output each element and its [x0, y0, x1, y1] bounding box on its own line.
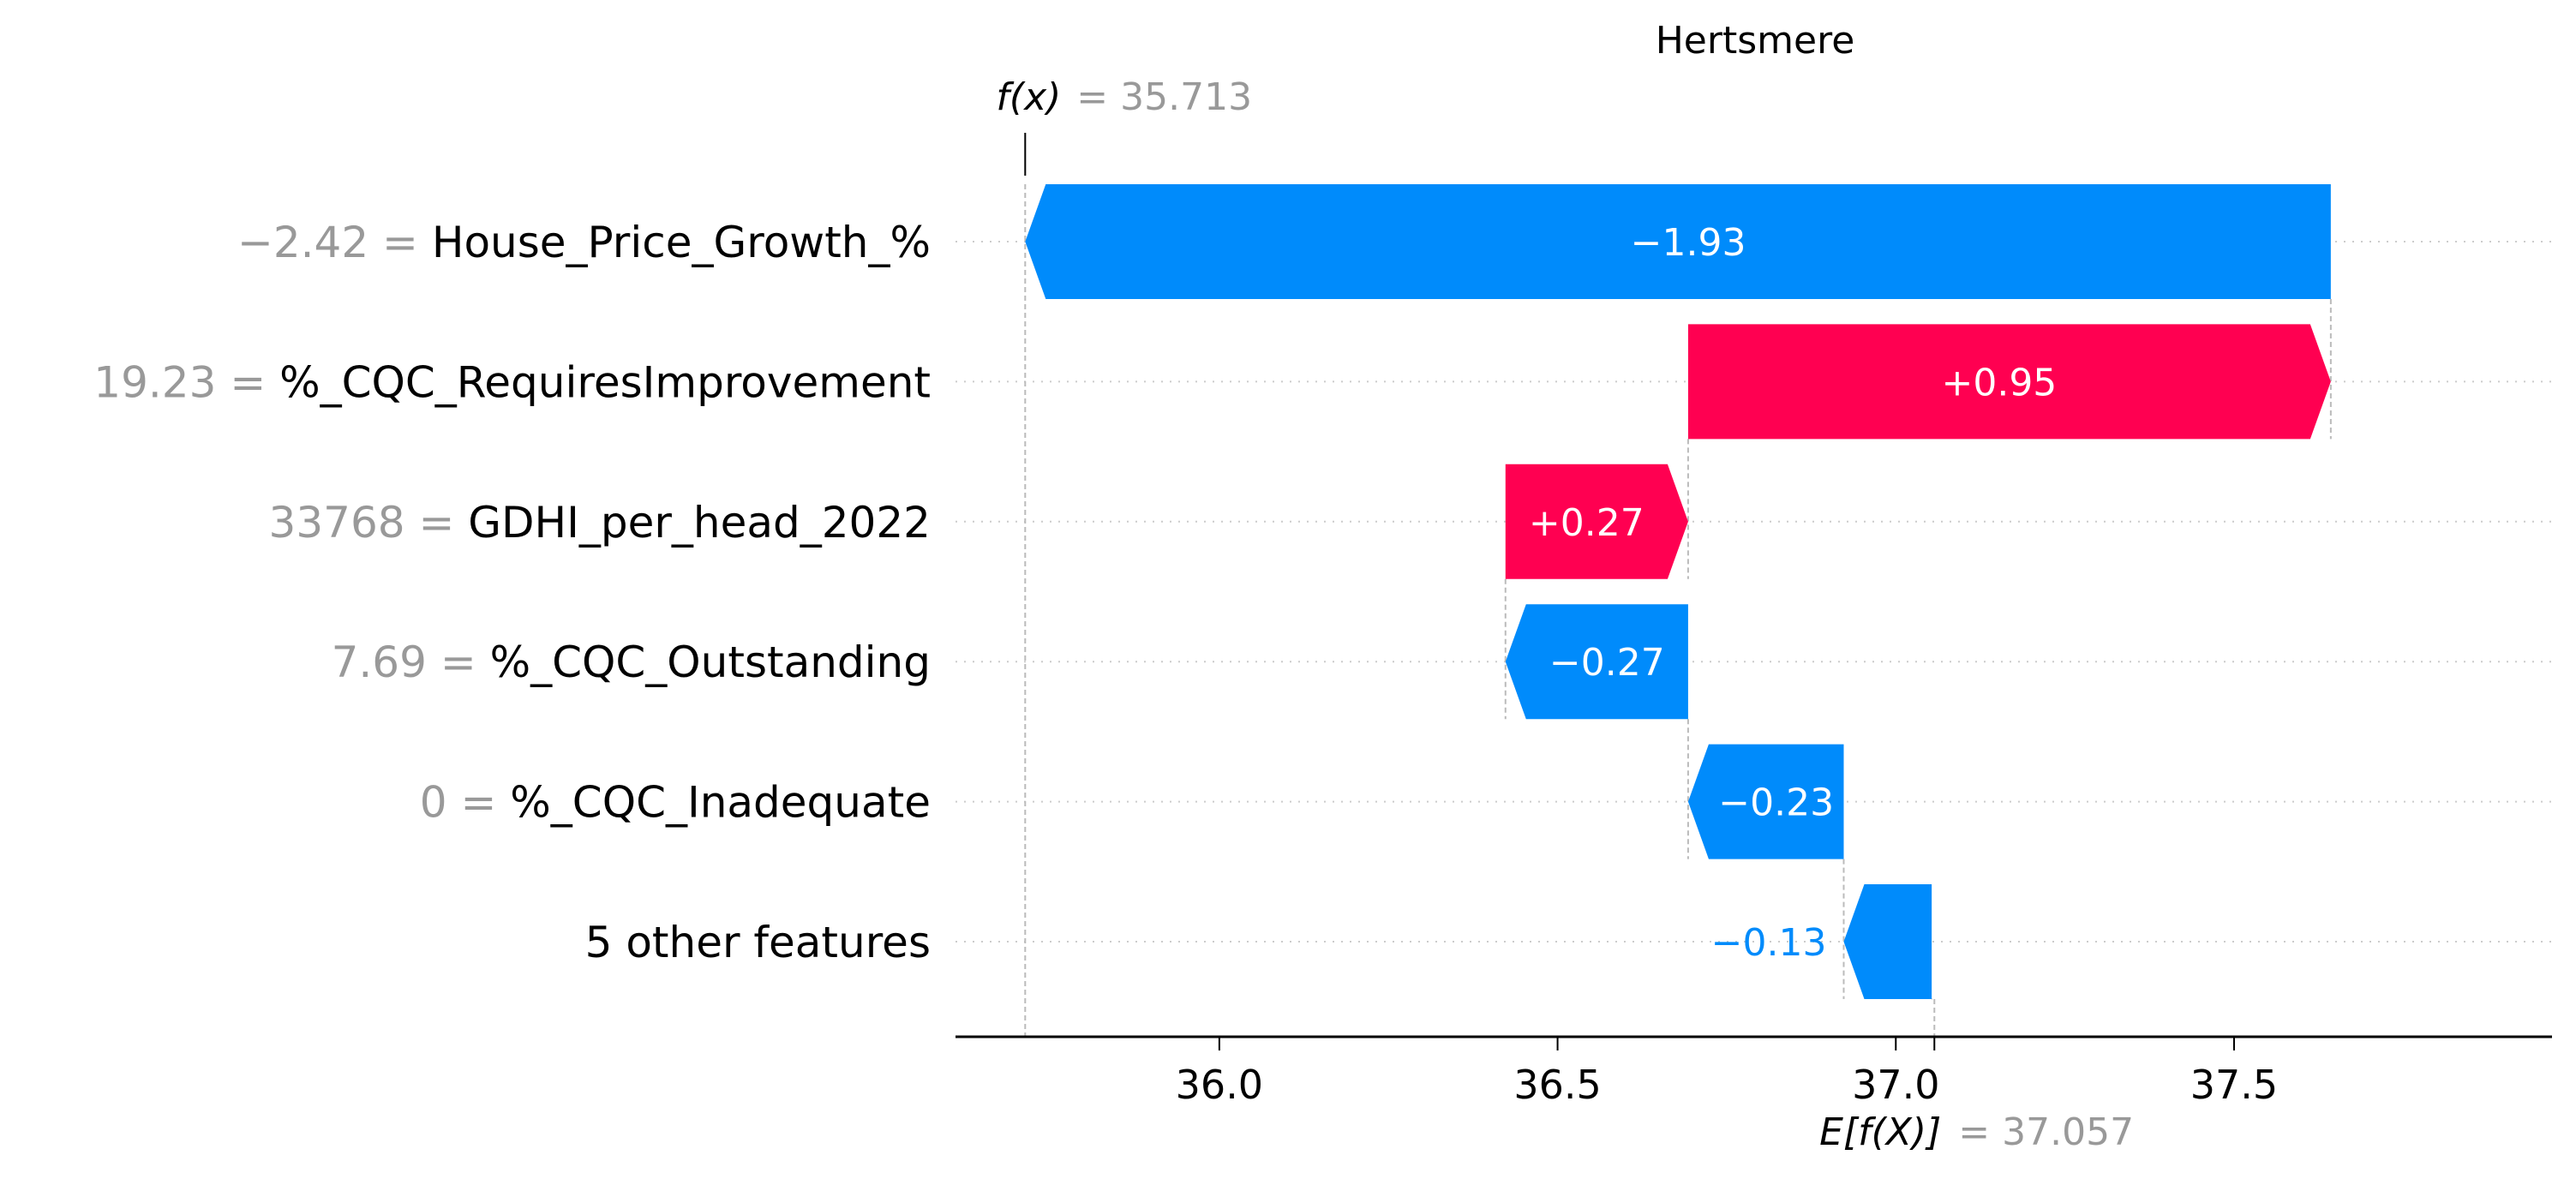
fx-annotation: f(x) = 35.713 — [996, 75, 1252, 119]
feature-label: 19.23 = %_CQC_RequiresImprovement — [93, 357, 931, 407]
waterfall-bar — [1505, 464, 1688, 579]
bar-value-label: −1.93 — [1631, 221, 1746, 265]
base-label: E[f(X)] — [1819, 1110, 1941, 1154]
feature-name: House_Price_Growth_% — [432, 218, 931, 267]
x-tick-label: 36.5 — [1513, 1062, 1601, 1108]
feature-value: 33768 = — [269, 498, 469, 548]
feature-value: 19.23 = — [93, 357, 279, 407]
chart-title: Hertsmere — [1656, 19, 1855, 63]
feature-name: %_CQC_Inadequate — [510, 778, 931, 828]
bars: −1.93 +0.95 +0.27 −0.27 −0.23 −0.13 — [1025, 184, 2331, 999]
feature-value: 7.69 = — [332, 637, 490, 687]
feature-label: 7.69 = %_CQC_Outstanding — [332, 637, 931, 687]
feature-label: −2.42 = House_Price_Growth_% — [237, 218, 931, 267]
base-annotation: E[f(X)] = 37.057 — [1819, 1110, 2134, 1154]
base-value: = 37.057 — [1958, 1110, 2134, 1154]
waterfall-bar — [1687, 744, 1844, 859]
x-axis-ticks: 36.0 36.5 37.0 37.5 — [1176, 1037, 2278, 1108]
x-tick-label: 37.5 — [2190, 1062, 2278, 1108]
feature-name: GDHI_per_head_2022 — [468, 498, 931, 548]
bar-value-label: −0.27 — [1549, 641, 1665, 685]
feature-name: %_CQC_RequiresImprovement — [279, 357, 931, 407]
fx-label: f(x) — [996, 75, 1061, 119]
feature-labels: −2.42 = House_Price_Growth_% 19.23 = %_CQ… — [93, 218, 931, 967]
bar-value-label: −0.23 — [1718, 781, 1834, 825]
bar-value-label: −0.13 — [1711, 921, 1827, 965]
waterfall-bar — [1843, 884, 1932, 999]
feature-value: −2.42 = — [237, 218, 432, 267]
feature-value: 0 = — [420, 778, 511, 828]
bar-value-label: +0.95 — [1941, 361, 2057, 404]
x-tick-label: 37.0 — [1852, 1062, 1939, 1108]
feature-label: 5 other features — [585, 918, 931, 967]
bar-value-label: +0.27 — [1529, 501, 1644, 545]
feature-name: 5 other features — [585, 918, 931, 967]
feature-label: 33768 = GDHI_per_head_2022 — [269, 498, 931, 548]
feature-label: 0 = %_CQC_Inadequate — [420, 778, 931, 828]
waterfall-bar — [1687, 324, 2331, 440]
feature-name: %_CQC_Outstanding — [490, 637, 931, 687]
guide-lines — [1024, 133, 2332, 1050]
x-tick-label: 36.0 — [1176, 1062, 1263, 1108]
waterfall-bar — [1505, 604, 1688, 720]
fx-value: = 35.713 — [1076, 75, 1252, 119]
waterfall-bar — [1025, 184, 2331, 299]
